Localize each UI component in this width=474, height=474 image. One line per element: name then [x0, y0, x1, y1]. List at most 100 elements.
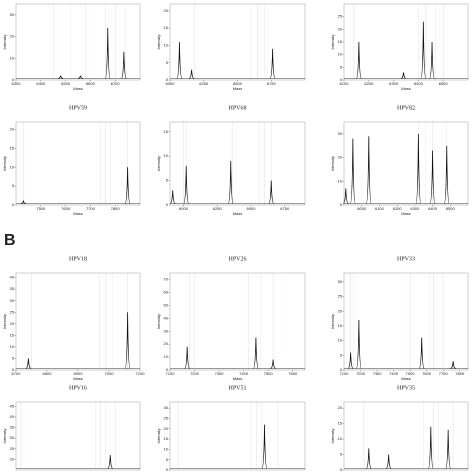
y-tick-label: 20	[10, 34, 15, 39]
x-axis-label: Mass	[401, 211, 411, 216]
x-tick-label: 6800	[43, 371, 53, 376]
x-tick-label: 7500	[36, 206, 46, 211]
peak	[400, 72, 407, 79]
x-tick-label: 6400	[36, 81, 46, 86]
plot-frame	[15, 401, 141, 471]
y-tick-label: 5	[166, 457, 169, 462]
panel-label: B	[4, 232, 16, 249]
chart-title: HPV82	[397, 105, 415, 111]
peak	[365, 136, 372, 204]
y-axis-label: Intensity	[2, 35, 7, 50]
x-tick-label: 7000	[105, 371, 115, 376]
x-tick-label: 7700	[86, 206, 96, 211]
x-axis-label: Mass	[233, 376, 243, 381]
x-tick-label: 7100	[136, 371, 146, 376]
y-tick-label: 25	[338, 14, 343, 19]
y-tick-label: 20	[10, 456, 15, 461]
x-tick-label: 6300	[410, 206, 420, 211]
y-tick-label: 10	[164, 446, 169, 451]
y-tick-label: 70	[164, 277, 169, 282]
peak	[420, 21, 427, 79]
plot-frame	[343, 401, 469, 471]
y-tick-label: 30	[164, 405, 169, 410]
peak	[188, 69, 195, 79]
peak	[427, 426, 434, 469]
peak	[58, 75, 64, 79]
y-tick-label: 0	[166, 77, 169, 82]
y-tick-label: 15	[164, 129, 169, 134]
x-tick-label: 7600	[288, 371, 298, 376]
plot-frame	[169, 121, 306, 206]
peak	[349, 138, 356, 204]
peak	[418, 337, 425, 369]
y-tick-label: 20	[164, 8, 169, 13]
y-tick-label: 0	[340, 367, 343, 372]
peak	[124, 167, 131, 204]
y-tick-label: 5	[340, 352, 343, 357]
y-tick-label: 0	[12, 367, 15, 372]
peak	[176, 41, 183, 79]
y-tick-label: 25	[10, 309, 15, 314]
x-tick-label: 6200	[364, 81, 374, 86]
x-tick-label: 6250	[213, 206, 223, 211]
x-tick-label: 6100	[375, 206, 385, 211]
x-tick-label: 7500	[406, 371, 416, 376]
y-tick-label: 0	[166, 467, 169, 472]
x-tick-label: 6000	[179, 206, 189, 211]
x-tick-label: 6400	[428, 206, 438, 211]
y-tick-label: 15	[338, 421, 343, 426]
y-tick-label: 20	[10, 127, 15, 132]
y-axis-label: Intensity	[330, 35, 335, 50]
x-tick-label: 7300	[215, 371, 225, 376]
peak	[445, 429, 452, 469]
y-tick-label: 5	[166, 178, 169, 183]
chart-title: HPV68	[228, 105, 246, 111]
y-tick-label: 25	[10, 446, 15, 451]
y-tick-label: 5	[340, 64, 343, 69]
plot-frame	[15, 121, 141, 206]
y-tick-label: 10	[10, 344, 15, 349]
chart-title: HPV26	[228, 256, 246, 262]
peak	[104, 27, 111, 79]
peak	[415, 133, 422, 204]
x-tick-label: 6000	[166, 81, 176, 86]
plot-frame	[15, 272, 141, 371]
y-tick-label: 20	[338, 405, 343, 410]
y-tick-label: 20	[164, 341, 169, 346]
y-tick-label: 10	[338, 436, 343, 441]
x-axis-label: Mass	[73, 376, 83, 381]
x-tick-label: 6100	[340, 81, 350, 86]
plot-frame	[169, 401, 306, 471]
y-tick-label: 40	[10, 414, 15, 419]
peak	[450, 361, 456, 369]
peak	[120, 51, 127, 79]
y-tick-label: 10	[10, 55, 15, 60]
y-tick-label: 5	[12, 356, 15, 361]
y-tick-label: 5	[12, 183, 15, 188]
plot-frame	[343, 272, 469, 371]
y-axis-label: Intensity	[2, 156, 7, 171]
y-tick-label: 35	[10, 425, 15, 430]
chart-title: HPV51	[228, 385, 246, 391]
peak	[429, 150, 436, 204]
chart-title: HPV16	[69, 385, 87, 391]
x-tick-label: 7100	[340, 371, 350, 376]
y-tick-label: 40	[164, 315, 169, 320]
x-tick-label: 6900	[74, 371, 84, 376]
y-tick-label: 40	[10, 275, 15, 280]
y-axis-label: Intensity	[330, 429, 335, 444]
x-tick-label: 7300	[373, 371, 383, 376]
peak	[269, 48, 276, 79]
peak	[124, 312, 131, 369]
x-axis-label: Mass	[401, 86, 411, 91]
y-axis-label: Intensity	[330, 314, 335, 329]
x-tick-label: 6400	[414, 81, 424, 86]
peak	[77, 75, 84, 79]
peak	[355, 41, 362, 79]
plot-frame	[15, 3, 141, 81]
peak	[347, 352, 354, 369]
y-tick-label: 10	[10, 164, 15, 169]
x-tick-label: 6600	[86, 81, 96, 86]
y-tick-label: 35	[10, 286, 15, 291]
